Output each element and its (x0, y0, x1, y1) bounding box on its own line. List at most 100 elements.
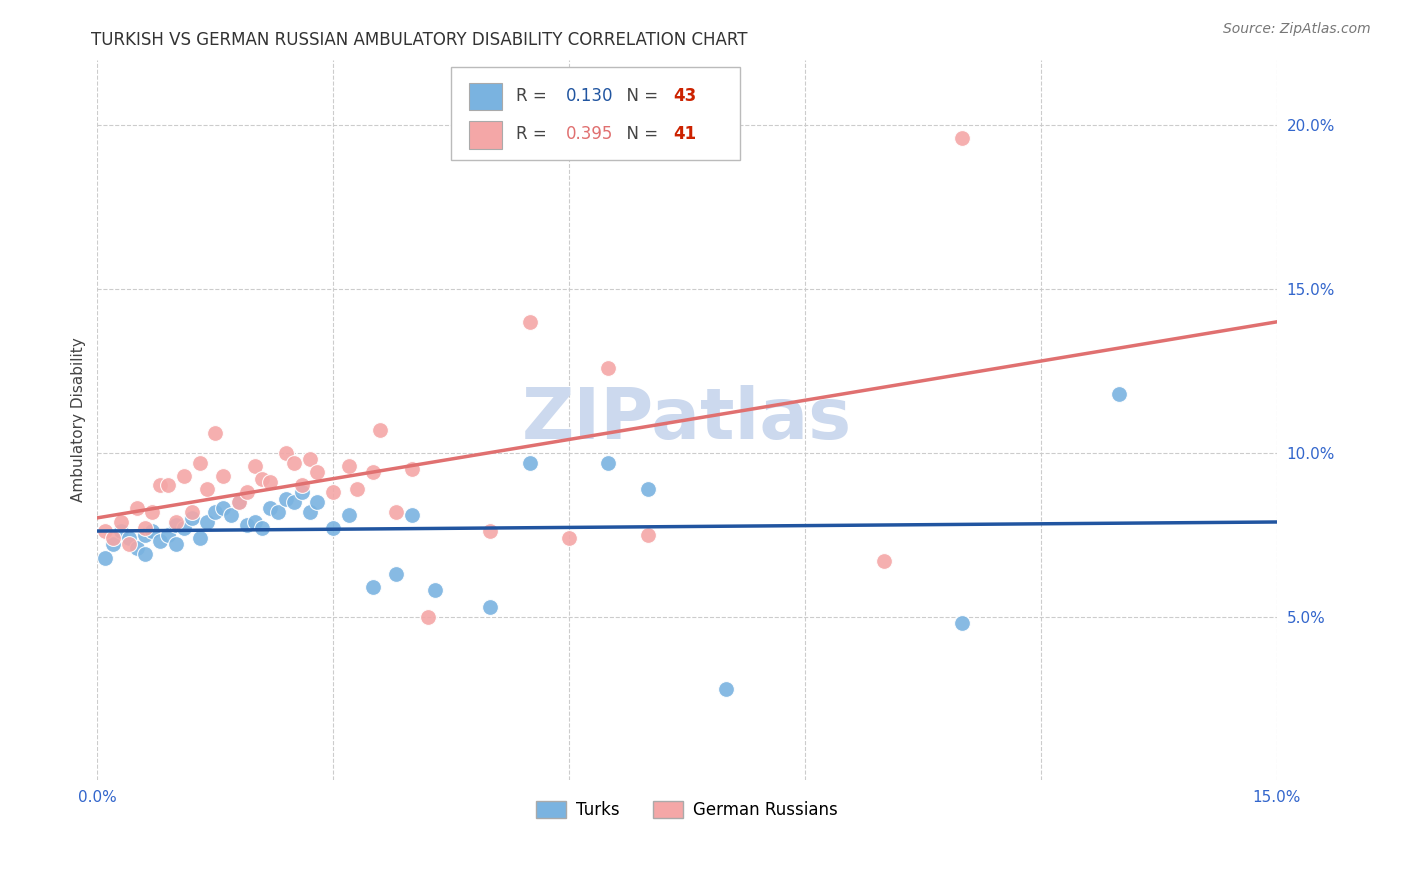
Point (197, 515, 219, 529)
Point (637, 527, 659, 541)
Text: Source: ZipAtlas.com: Source: ZipAtlas.com (1223, 22, 1371, 37)
FancyBboxPatch shape (468, 83, 502, 111)
Point (307, 495, 329, 509)
Point (558, 531, 581, 545)
Point (173, 521, 195, 535)
Point (291, 478, 314, 492)
Text: R =: R = (516, 87, 553, 105)
Point (283, 456, 305, 470)
Point (141, 524, 163, 539)
Point (385, 505, 408, 519)
Point (212, 468, 235, 483)
Point (157, 527, 180, 541)
Point (322, 485, 344, 500)
Point (322, 521, 344, 535)
Point (370, 423, 392, 437)
Text: 43: 43 (673, 87, 696, 105)
Point (298, 505, 321, 519)
Text: ZIPatlas: ZIPatlas (522, 385, 852, 454)
Point (425, 583, 447, 598)
Point (110, 524, 132, 539)
Point (134, 521, 156, 535)
Point (598, 456, 620, 470)
Point (228, 495, 250, 509)
Point (274, 446, 297, 460)
Point (479, 524, 502, 539)
Point (283, 495, 305, 509)
Point (291, 485, 314, 500)
Point (416, 609, 439, 624)
Point (219, 508, 242, 522)
Point (118, 531, 141, 545)
Point (134, 527, 156, 541)
Point (274, 491, 297, 506)
Point (101, 531, 124, 545)
Point (180, 505, 202, 519)
Point (361, 580, 384, 594)
Point (259, 501, 281, 516)
Point (212, 501, 235, 516)
Point (165, 515, 187, 529)
Point (197, 482, 219, 496)
Point (252, 521, 274, 535)
Point (204, 505, 226, 519)
Point (134, 547, 156, 561)
Point (125, 541, 148, 555)
Legend: Turks, German Russians: Turks, German Russians (530, 795, 845, 826)
Point (401, 508, 423, 522)
Point (337, 458, 360, 473)
Point (243, 515, 266, 529)
Point (165, 537, 187, 551)
Point (101, 537, 124, 551)
Point (385, 566, 408, 581)
Text: N =: N = (616, 87, 664, 105)
Point (401, 462, 423, 476)
Point (519, 315, 541, 329)
Point (252, 472, 274, 486)
Point (141, 505, 163, 519)
Point (950, 131, 973, 145)
Point (188, 531, 211, 545)
Point (149, 534, 172, 549)
Point (361, 466, 384, 480)
Point (204, 425, 226, 440)
Point (637, 482, 659, 496)
Point (157, 478, 180, 492)
Point (118, 537, 141, 551)
Point (94, 524, 117, 539)
Point (180, 511, 202, 525)
Point (125, 501, 148, 516)
Text: 0.395: 0.395 (565, 125, 613, 143)
Point (598, 360, 620, 375)
Point (519, 456, 541, 470)
Point (346, 482, 368, 496)
Text: N =: N = (616, 125, 664, 143)
Point (235, 485, 257, 500)
Point (243, 458, 266, 473)
Point (267, 505, 290, 519)
Point (173, 468, 195, 483)
Text: 41: 41 (673, 125, 696, 143)
Text: TURKISH VS GERMAN RUSSIAN AMBULATORY DISABILITY CORRELATION CHART: TURKISH VS GERMAN RUSSIAN AMBULATORY DIS… (91, 31, 748, 49)
Point (307, 466, 329, 480)
Point (1108, 386, 1130, 401)
FancyBboxPatch shape (468, 121, 502, 149)
Point (228, 495, 250, 509)
Point (716, 681, 738, 696)
Text: 0.130: 0.130 (565, 87, 613, 105)
Point (188, 456, 211, 470)
Point (165, 517, 187, 532)
Point (94, 550, 117, 565)
Point (950, 615, 973, 630)
Point (235, 517, 257, 532)
Point (337, 508, 360, 522)
Point (298, 452, 321, 467)
Point (479, 599, 502, 614)
Y-axis label: Ambulatory Disability: Ambulatory Disability (72, 337, 86, 502)
Point (259, 475, 281, 490)
FancyBboxPatch shape (451, 67, 740, 161)
Point (149, 478, 172, 492)
Point (110, 515, 132, 529)
Point (872, 554, 894, 568)
Text: R =: R = (516, 125, 553, 143)
